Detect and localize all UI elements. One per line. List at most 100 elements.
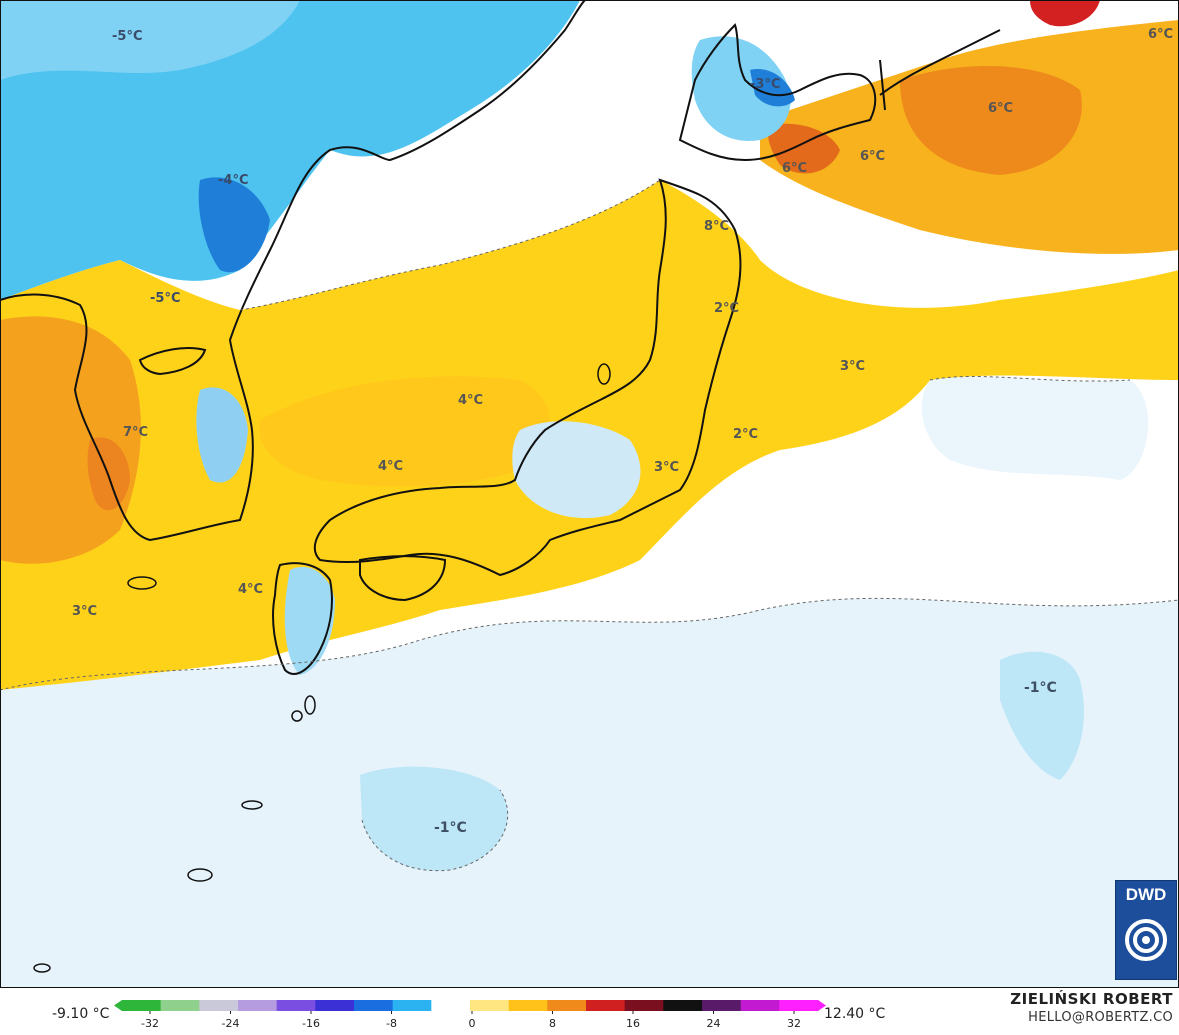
legend-min-label: -9.10 °C xyxy=(52,1006,110,1022)
colorbar-right-arrow xyxy=(818,1000,826,1011)
coastlines xyxy=(0,0,1001,675)
colorbar-tick-label: 16 xyxy=(626,1017,640,1030)
temp-label: 7°C xyxy=(123,425,148,440)
colorbar-segment xyxy=(431,1000,471,1011)
dwd-logo: DWD xyxy=(1115,880,1177,980)
temp-label: 6°C xyxy=(782,161,807,176)
dwd-logo-text: DWD xyxy=(1125,885,1167,904)
temp-label: -1°C xyxy=(434,820,467,836)
cool-honshu-interior xyxy=(512,421,641,519)
isotherm-east xyxy=(929,375,1131,382)
author-name: ZIELIŃSKI ROBERT xyxy=(1010,990,1173,1008)
colorbar-tick-label: -32 xyxy=(141,1017,159,1030)
temp-label: 4°C xyxy=(458,393,483,408)
colorbar-segment xyxy=(779,1000,819,1011)
temp-label: 2°C xyxy=(714,301,739,316)
temp-label: 3°C xyxy=(654,460,679,475)
temperature-map: -5°C -4°C -5°C -3°C 6°C 6°C 6°C 6°C 8°C … xyxy=(0,0,1179,988)
colorbar-segment xyxy=(547,1000,587,1011)
temp-label: 4°C xyxy=(378,459,403,474)
colorbar-segment xyxy=(160,1000,200,1011)
legend-footer: -9.10 °C -32 -24 -16 -8 0 8 16 24 32 12.40 °C ZI… xyxy=(0,988,1179,1035)
author-email: HELLO@ROBERTZ.CO xyxy=(1028,1010,1173,1025)
cool-korea-south xyxy=(196,387,248,483)
temp-label: -5°C xyxy=(150,291,180,306)
cool-patch-east xyxy=(1000,651,1084,780)
warm-core-hokkaido xyxy=(768,123,840,174)
cold-core-hokkaido xyxy=(750,69,795,107)
island-1 xyxy=(291,710,303,722)
warm-core-northeast xyxy=(900,66,1082,175)
temp-label: 3°C xyxy=(72,604,97,619)
temp-label: -3°C xyxy=(750,77,780,92)
colorbar-tick-label: -24 xyxy=(222,1017,240,1030)
colorbar-segments xyxy=(114,1000,826,1011)
colorbar-segment xyxy=(702,1000,742,1011)
cold-hokkaido xyxy=(691,36,791,141)
pale-patch-east xyxy=(921,376,1149,480)
colorbar-tick-label: 24 xyxy=(707,1017,721,1030)
isotherm-0-north xyxy=(239,179,661,311)
colorbar-segment xyxy=(586,1000,626,1011)
islands xyxy=(33,363,611,973)
south-ocean-field xyxy=(0,598,1179,988)
dwd-swirl-icon xyxy=(1125,919,1167,961)
isotherm-0-south xyxy=(0,597,1179,691)
colorbar-tick-label: 8 xyxy=(549,1017,556,1030)
hokkaido-coastline xyxy=(678,23,877,162)
island-3 xyxy=(241,800,263,810)
colorbar-segment xyxy=(276,1000,316,1011)
legend-max-label: 12.40 °C xyxy=(824,1006,886,1022)
colorbar-segment xyxy=(199,1000,239,1011)
colorbar-ticks: -32 -24 -16 -8 0 8 16 24 32 xyxy=(141,1011,801,1030)
temp-label: 6°C xyxy=(860,149,885,164)
colorbar-segment xyxy=(470,1000,510,1011)
honshu-coastline xyxy=(313,178,742,577)
colorbar-segment xyxy=(315,1000,355,1011)
colorbar-left-arrow xyxy=(114,1000,122,1011)
warm-sea-of-japan-south xyxy=(259,376,550,487)
korea-china-coastline xyxy=(0,0,586,542)
island-4 xyxy=(33,963,51,973)
colorbar-segment xyxy=(122,1000,162,1011)
temp-label: 2°C xyxy=(733,427,758,442)
temp-label: 8°C xyxy=(704,219,729,234)
cold-continent-north xyxy=(0,0,300,80)
colorbar-segment xyxy=(354,1000,394,1011)
colorbar-segment xyxy=(663,1000,703,1011)
isotherm-cool-south xyxy=(361,789,509,872)
korea-north-lake xyxy=(138,347,207,376)
colorbar-segment xyxy=(392,1000,432,1011)
temp-label: -4°C xyxy=(218,173,248,188)
colorbar-tick-label: 32 xyxy=(787,1017,801,1030)
cold-continent-field xyxy=(0,0,580,300)
cold-core-korea-north xyxy=(198,177,270,273)
hot-patch-kuril xyxy=(1030,0,1100,27)
colorbar-tick-label: -16 xyxy=(302,1017,320,1030)
isotherm-lines xyxy=(0,179,1179,872)
temp-label: 4°C xyxy=(238,582,263,597)
colorbar-tick-label: 0 xyxy=(469,1017,476,1030)
sado-island xyxy=(597,363,611,385)
warm-yellow-sea xyxy=(0,316,141,564)
temp-label: 3°C xyxy=(840,359,865,374)
colorbar: -32 -24 -16 -8 0 8 16 24 32 xyxy=(114,1000,826,1030)
jeju-island xyxy=(127,576,157,590)
sea-of-japan-field xyxy=(240,0,760,310)
temp-label: -5°C xyxy=(112,29,142,44)
kyushu-coastline xyxy=(272,562,333,675)
cool-patch-south xyxy=(360,766,508,871)
shikoku-coastline xyxy=(359,555,447,602)
colorbar-tick-label: -8 xyxy=(386,1017,397,1030)
kuril-islands xyxy=(879,29,1001,111)
temp-label: -1°C xyxy=(1024,680,1057,696)
author-credit: ZIELIŃSKI ROBERT HELLO@ROBERTZ.CO xyxy=(1010,990,1173,1025)
temp-label: 6°C xyxy=(988,101,1013,116)
colorbar-segment xyxy=(740,1000,780,1011)
island-2 xyxy=(304,695,316,715)
colorbar-segment xyxy=(508,1000,548,1011)
temp-label: 6°C xyxy=(1148,27,1173,42)
cool-kyushu xyxy=(284,566,335,675)
okinawa-island xyxy=(187,868,213,882)
colorbar-segment xyxy=(624,1000,664,1011)
